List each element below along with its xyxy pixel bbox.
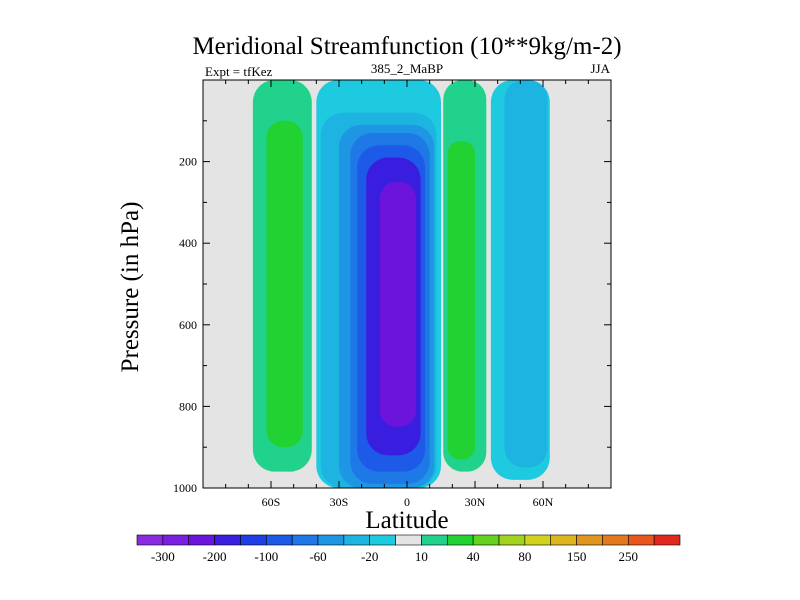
contour-region-8 xyxy=(379,182,417,427)
colorbar-box-9 xyxy=(369,534,396,546)
colorbar-box-6 xyxy=(291,534,319,546)
colorbar-label-9: 250 xyxy=(619,549,639,564)
colorbar-label-4: -20 xyxy=(361,549,378,564)
y-tick-label-0: 200 xyxy=(179,155,197,169)
colorbar-box-15 xyxy=(524,534,552,546)
x-tick-label-1: 30S xyxy=(330,495,349,509)
chart-title: Meridional Streamfunction (10**9kg/m-2) xyxy=(192,33,621,60)
colorbar-box-20 xyxy=(653,534,681,546)
colorbar-label-7: 80 xyxy=(518,549,531,564)
colorbar-box-2 xyxy=(188,534,215,546)
colorbar-label-6: 40 xyxy=(467,549,480,564)
colorbar-box-3 xyxy=(214,534,241,546)
colorbar-box-17 xyxy=(576,534,603,546)
colorbar-box-0 xyxy=(136,534,164,546)
colorbar-label-2: -100 xyxy=(254,549,278,564)
colorbar-label-8: 150 xyxy=(567,549,587,564)
colorbar-box-4 xyxy=(240,534,267,546)
subtitle-right: JJA xyxy=(590,61,610,76)
x-axis-label: Latitude xyxy=(365,507,448,534)
x-tick-label-3: 30N xyxy=(465,495,486,509)
colorbar-box-19 xyxy=(627,534,655,546)
axis-ticks: 60S 30S 0 30N 60N 200 400 600 800 1000 xyxy=(173,80,611,509)
x-tick-label-2: 0 xyxy=(404,495,410,509)
colorbar-label-3: -60 xyxy=(309,549,326,564)
colorbar-box-18 xyxy=(602,534,629,546)
colorbar-box-13 xyxy=(472,534,500,546)
subtitle-center: 385_2_MaBP xyxy=(371,61,443,76)
y-tick-label-1: 400 xyxy=(179,236,197,250)
subtitle-left: Expt = tfKez xyxy=(205,64,272,79)
colorbar-box-14 xyxy=(498,534,526,546)
contour-region-10 xyxy=(447,141,475,460)
y-axis-label: Pressure (in hPa) xyxy=(117,202,144,373)
y-tick-label-2: 600 xyxy=(179,318,197,332)
colorbar: -300 -200 -100 -60 -20 10 40 80 150 250 xyxy=(136,534,681,564)
x-tick-label-0: 60S xyxy=(262,495,281,509)
y-tick-label-4: 1000 xyxy=(173,481,197,495)
colorbar-label-1: -200 xyxy=(203,549,227,564)
colorbar-box-12 xyxy=(446,534,474,546)
colorbar-box-5 xyxy=(265,534,293,546)
colorbar-box-16 xyxy=(550,534,577,546)
colorbar-box-8 xyxy=(343,534,371,546)
colorbar-label-0: -300 xyxy=(151,549,175,564)
contour-region-1 xyxy=(266,120,303,448)
plot-area: 60S 30S 0 30N 60N 200 400 600 800 1000 xyxy=(173,79,612,509)
colorbar-label-5: 10 xyxy=(415,549,428,564)
colorbar-box-11 xyxy=(421,534,448,546)
contour-regions xyxy=(252,80,550,488)
x-tick-label-4: 60N xyxy=(533,495,554,509)
colorbar-box-1 xyxy=(162,534,190,546)
y-tick-label-3: 800 xyxy=(179,399,197,413)
contour-region-12 xyxy=(504,80,548,468)
colorbar-box-7 xyxy=(317,534,345,546)
colorbar-box-10 xyxy=(395,534,422,546)
